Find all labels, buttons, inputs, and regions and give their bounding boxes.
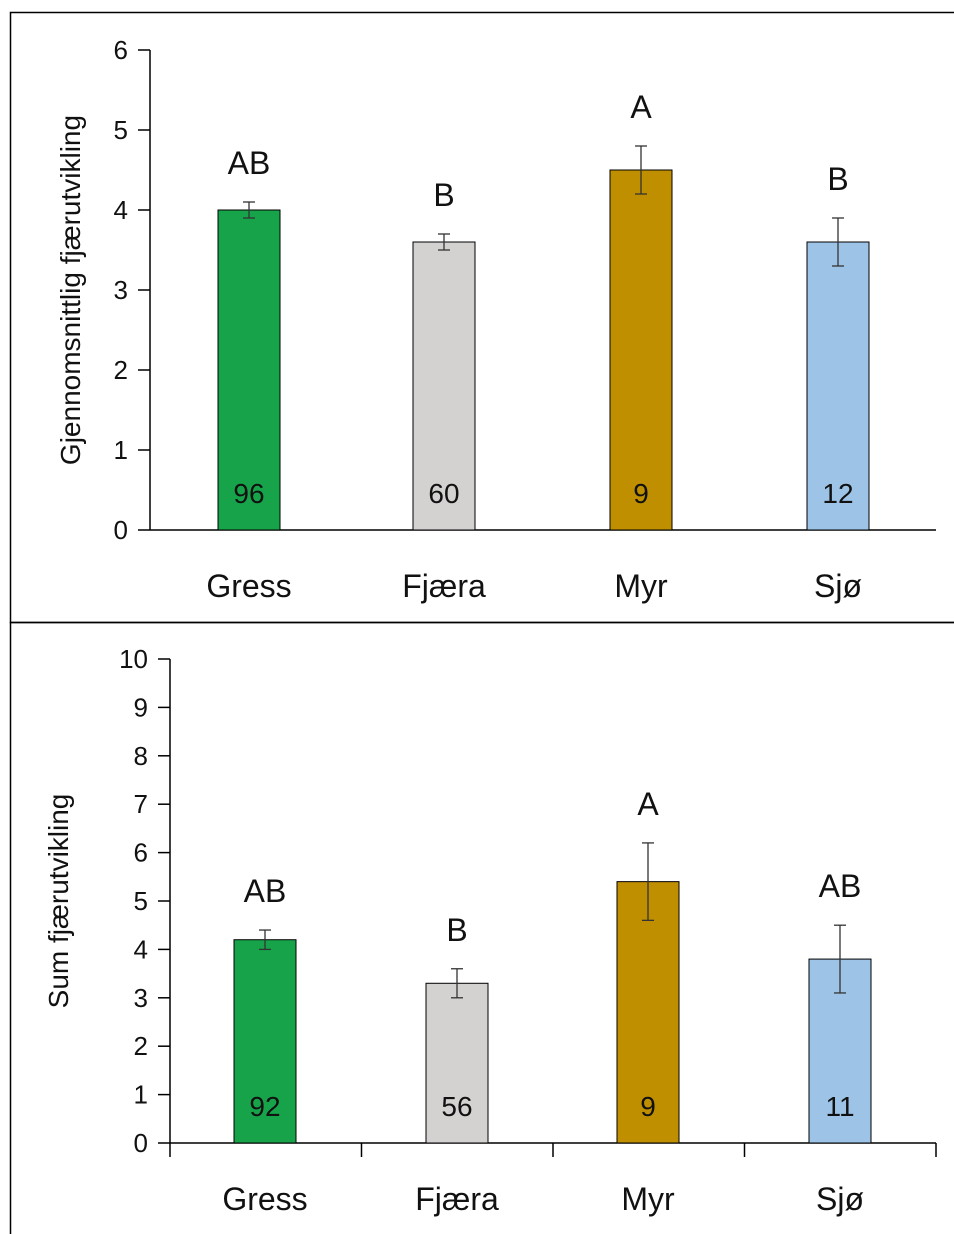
sample-size-label: 92: [249, 1091, 280, 1122]
y-tick-label: 6: [114, 35, 128, 65]
bottom-panel-frame: [9, 621, 954, 1234]
significance-letter: B: [433, 177, 454, 213]
y-tick-label: 0: [134, 1128, 148, 1158]
y-tick-label: 6: [134, 838, 148, 868]
sample-size-label: 11: [825, 1091, 854, 1122]
y-tick-label: 4: [134, 934, 148, 964]
y-tick-label: 5: [134, 886, 148, 916]
y-tick-label: 10: [119, 644, 148, 674]
bar-gress: [233, 939, 297, 1144]
sample-size-label: 96: [233, 478, 264, 509]
y-tick-label: 3: [114, 275, 128, 305]
y-tick-label: 2: [134, 1031, 148, 1061]
sample-size-label: 9: [633, 478, 649, 509]
y-axis-title: Gjennomsnittlig fjærutvikling: [55, 115, 86, 465]
sample-size-label: 60: [428, 478, 459, 509]
bar-fjæra: [412, 241, 476, 531]
significance-letter: AB: [819, 868, 862, 904]
y-tick-label: 7: [134, 789, 148, 819]
significance-letter: B: [446, 912, 467, 948]
sample-size-label: 56: [441, 1091, 472, 1122]
bar-gress: [217, 209, 281, 531]
significance-letter: B: [827, 161, 848, 197]
x-category-label: Gress: [206, 568, 291, 604]
x-category-label: Myr: [614, 568, 668, 604]
x-category-label: Gress: [222, 1181, 307, 1217]
y-tick-label: 8: [134, 741, 148, 771]
y-tick-label: 5: [114, 115, 128, 145]
y-tick-label: 9: [134, 692, 148, 722]
y-tick-label: 3: [134, 983, 148, 1013]
bar-myr: [609, 169, 673, 531]
significance-letter: A: [637, 786, 659, 822]
x-category-label: Myr: [621, 1181, 675, 1217]
bar-myr: [616, 881, 680, 1144]
y-tick-label: 0: [114, 515, 128, 545]
y-tick-label: 4: [114, 195, 128, 225]
y-tick-label: 1: [134, 1080, 148, 1110]
bar-fjæra: [425, 982, 489, 1144]
sample-size-label: 12: [822, 478, 853, 509]
y-tick-label: 2: [114, 355, 128, 385]
significance-letter: A: [630, 89, 652, 125]
sample-size-label: 9: [640, 1091, 656, 1122]
x-category-label: Sjø: [816, 1181, 864, 1217]
x-category-label: Sjø: [814, 568, 862, 604]
y-tick-label: 1: [114, 435, 128, 465]
significance-letter: AB: [228, 145, 271, 181]
x-category-label: Fjæra: [402, 568, 486, 604]
significance-letter: AB: [244, 873, 287, 909]
y-axis-title: Sum fjærutvikling: [43, 794, 74, 1009]
bar-sjø: [806, 241, 870, 531]
x-category-label: Fjæra: [415, 1181, 499, 1217]
